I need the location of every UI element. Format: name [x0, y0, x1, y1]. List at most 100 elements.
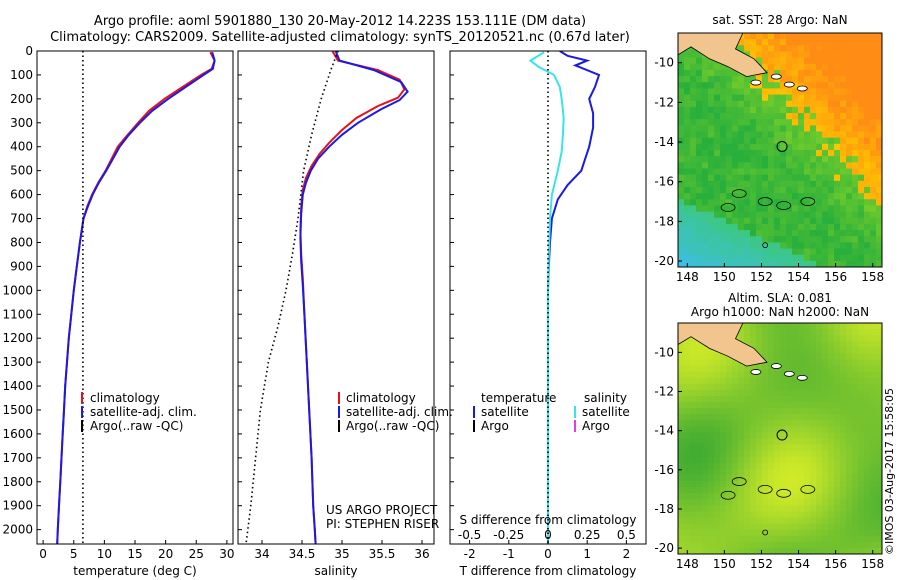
map-cell [690, 94, 697, 102]
map-cell [762, 438, 769, 446]
map-cell [798, 33, 805, 40]
map-cell [750, 131, 757, 139]
map-cell [786, 499, 793, 506]
map-cell [774, 82, 781, 90]
map-cell [768, 481, 775, 488]
map-cell [846, 242, 853, 250]
map-cell [780, 353, 787, 361]
map-cell [696, 260, 703, 267]
map-cell [798, 456, 805, 464]
map-cell [828, 106, 835, 114]
map-cell [738, 432, 745, 440]
map-cell [780, 76, 787, 83]
map-cell [720, 450, 727, 458]
map-cell [732, 523, 739, 531]
map-cell [876, 217, 882, 225]
map-cell [870, 248, 877, 256]
map-cell [744, 143, 751, 151]
map-cell [834, 186, 841, 194]
map-cell [834, 63, 841, 71]
map-cell [822, 389, 829, 397]
map-cell [726, 371, 733, 379]
map-cell [864, 236, 871, 243]
map-cell [732, 236, 739, 243]
map-cell [744, 383, 751, 391]
x-tick-label: 36 [414, 547, 429, 561]
project-annotation: US ARGO PROJECT [326, 503, 438, 517]
map-cell [858, 389, 865, 397]
map-cell [810, 242, 817, 250]
map-cell [732, 76, 739, 83]
map-cell [840, 94, 847, 102]
map-cell [684, 57, 691, 65]
map-cell [738, 186, 745, 194]
map-cell [732, 248, 739, 256]
map-cell [804, 119, 811, 126]
map-cell [834, 180, 841, 188]
map-cell [822, 493, 829, 500]
map-cell [696, 119, 703, 126]
map-cell [774, 254, 781, 262]
map-cell [858, 511, 865, 519]
map-cell [678, 100, 685, 108]
map-cell [834, 389, 841, 397]
map-cell [876, 456, 882, 464]
map-cell [774, 389, 781, 397]
map-cell [744, 211, 751, 219]
map-cell [702, 535, 709, 543]
map-cell [804, 260, 811, 267]
map-cell [756, 205, 763, 213]
map-cell [870, 547, 877, 554]
map-cell [732, 371, 739, 379]
map-cell [678, 205, 685, 213]
map-cell [714, 150, 721, 157]
map-cell [768, 444, 775, 452]
map-cell [876, 125, 882, 133]
map-cell [786, 76, 793, 83]
map-cell [876, 223, 882, 231]
map-cell [744, 248, 751, 256]
depth-tick-label: 1600 [2, 427, 33, 441]
map-cell [774, 487, 781, 494]
reef-contour [800, 197, 816, 206]
map-cell [762, 347, 769, 354]
map-cell [840, 383, 847, 391]
map-cell [804, 131, 811, 139]
map-cell [774, 57, 781, 65]
map-cell [870, 63, 877, 71]
map-cell [852, 426, 859, 434]
map-cell [762, 432, 769, 440]
map-cell [756, 82, 763, 90]
map-cell [690, 69, 697, 77]
map-cell [852, 94, 859, 102]
map-cell [756, 45, 763, 53]
map-cell [684, 162, 691, 170]
map-cell [798, 420, 805, 427]
map-cell [762, 113, 769, 120]
map-cell [840, 156, 847, 163]
map-cell [750, 248, 757, 256]
map-cell [726, 395, 733, 403]
map-cell [786, 131, 793, 139]
map-cell [834, 377, 841, 385]
map-cell [708, 420, 715, 427]
map-cell [750, 323, 757, 330]
map-cell [756, 414, 763, 421]
map-cell [678, 131, 685, 139]
map-cell [696, 456, 703, 464]
map-cell [762, 523, 769, 531]
map-cell [738, 131, 745, 139]
map-cell [786, 51, 793, 59]
map-cell [816, 143, 823, 151]
map-cell [738, 389, 745, 397]
lon-tick-label: 152 [750, 270, 773, 284]
map-cell [858, 523, 865, 531]
legend-label-temperature-argo: Argo [481, 419, 509, 433]
map-cell [798, 94, 805, 102]
map-cell [744, 39, 751, 46]
map-cell [750, 125, 757, 133]
map-cell [852, 468, 859, 476]
map-cell [708, 359, 715, 367]
map-cell [876, 414, 882, 421]
